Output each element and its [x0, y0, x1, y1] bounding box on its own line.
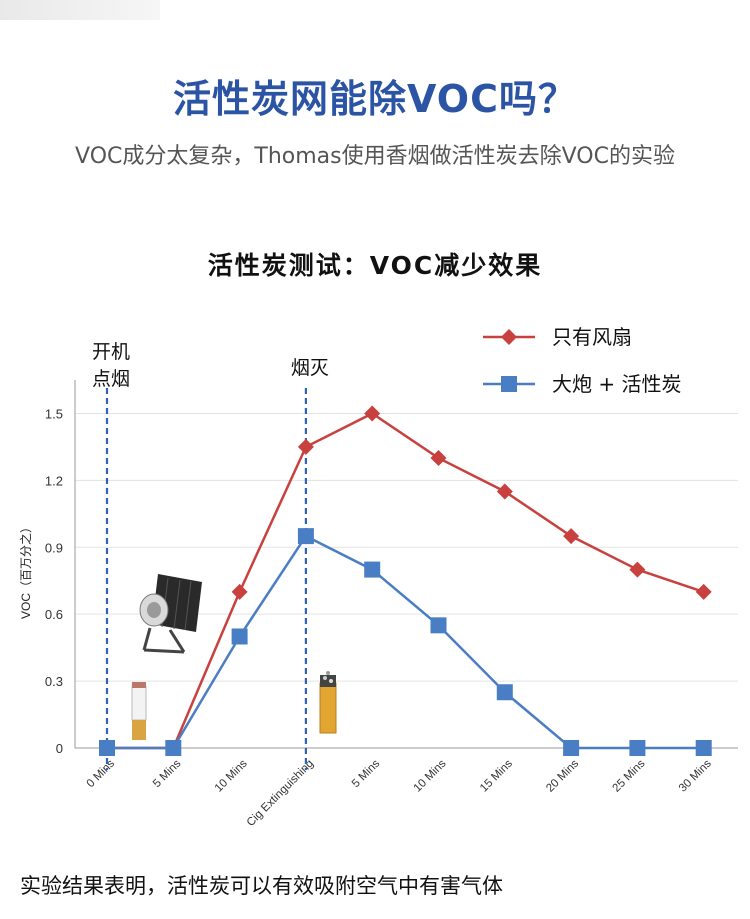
legend-label: 大炮 + 活性炭 [552, 372, 681, 396]
series-line-1 [107, 534, 704, 750]
y-tick-label: 1.5 [45, 406, 63, 421]
data-point-square [430, 617, 447, 634]
chart-title: 活性炭测试：VOC减少效果 [207, 251, 543, 280]
data-point-diamond [231, 583, 248, 600]
data-point-diamond [496, 483, 513, 500]
data-point-diamond [695, 583, 712, 600]
x-tick-label: 25 Mins [611, 757, 648, 794]
event-annotation: 烟灭 [291, 357, 329, 379]
data-point-square [695, 740, 712, 756]
y-tick-label: 0.9 [45, 540, 63, 555]
top-placeholder-bar [0, 0, 160, 20]
x-tick-label: 20 Mins [544, 757, 581, 794]
data-point-square [629, 740, 646, 756]
y-tick-label: 0.3 [45, 674, 63, 689]
purifier-illustration [139, 574, 202, 654]
grid-lines [75, 412, 738, 682]
series-layer [99, 405, 712, 756]
legend-marker [501, 376, 517, 392]
x-tick-label: 5 Mins [151, 757, 184, 790]
page-subtitle: VOC成分太复杂，Thomas使用香烟做活性炭去除VOC的实验 [75, 144, 675, 169]
x-tick-label: 10 Mins [213, 757, 250, 794]
x-tick-label: 30 Mins [677, 757, 714, 794]
conclusion-text: 实验结果表明，活性炭可以有效吸附空气中有害气体 [20, 874, 503, 898]
y-axis-label: VOC（百万分之） [19, 521, 33, 619]
data-point-square [364, 561, 381, 578]
page-title: 活性炭网能除VOC吗？ [173, 77, 577, 121]
data-point-square [231, 628, 248, 645]
data-point-diamond [430, 450, 447, 467]
data-point-square [563, 740, 580, 756]
x-tick-label: 10 Mins [412, 757, 449, 794]
event-annotation: 开机 [92, 341, 130, 363]
series-line-0 [107, 412, 705, 750]
data-point-diamond [563, 528, 580, 545]
extinguished-cigarette-illustration [319, 671, 337, 734]
data-point-diamond [629, 561, 646, 578]
x-tick-label: 0 Mins [85, 757, 118, 790]
cigarette-illustration [131, 682, 147, 740]
data-point-square [165, 740, 182, 756]
data-point-square [496, 684, 513, 701]
data-point-diamond [297, 438, 314, 455]
x-tick-label: 5 Mins [350, 757, 383, 790]
y-tick-label: 0 [56, 741, 63, 756]
legend-marker [501, 329, 517, 345]
y-tick-label: 1.2 [45, 473, 63, 488]
x-tick-label: 15 Mins [478, 757, 515, 794]
illustrations [131, 574, 337, 740]
legend-label: 只有风扇 [552, 325, 632, 349]
data-point-square [297, 528, 314, 545]
y-tick-label: 0.6 [45, 607, 63, 622]
data-point-diamond [364, 405, 381, 422]
data-point-square [99, 740, 115, 756]
event-annotation: 点烟 [92, 368, 130, 390]
y-axis: 0 0.3 0.6 0.9 1.2 1.5 [45, 380, 76, 756]
